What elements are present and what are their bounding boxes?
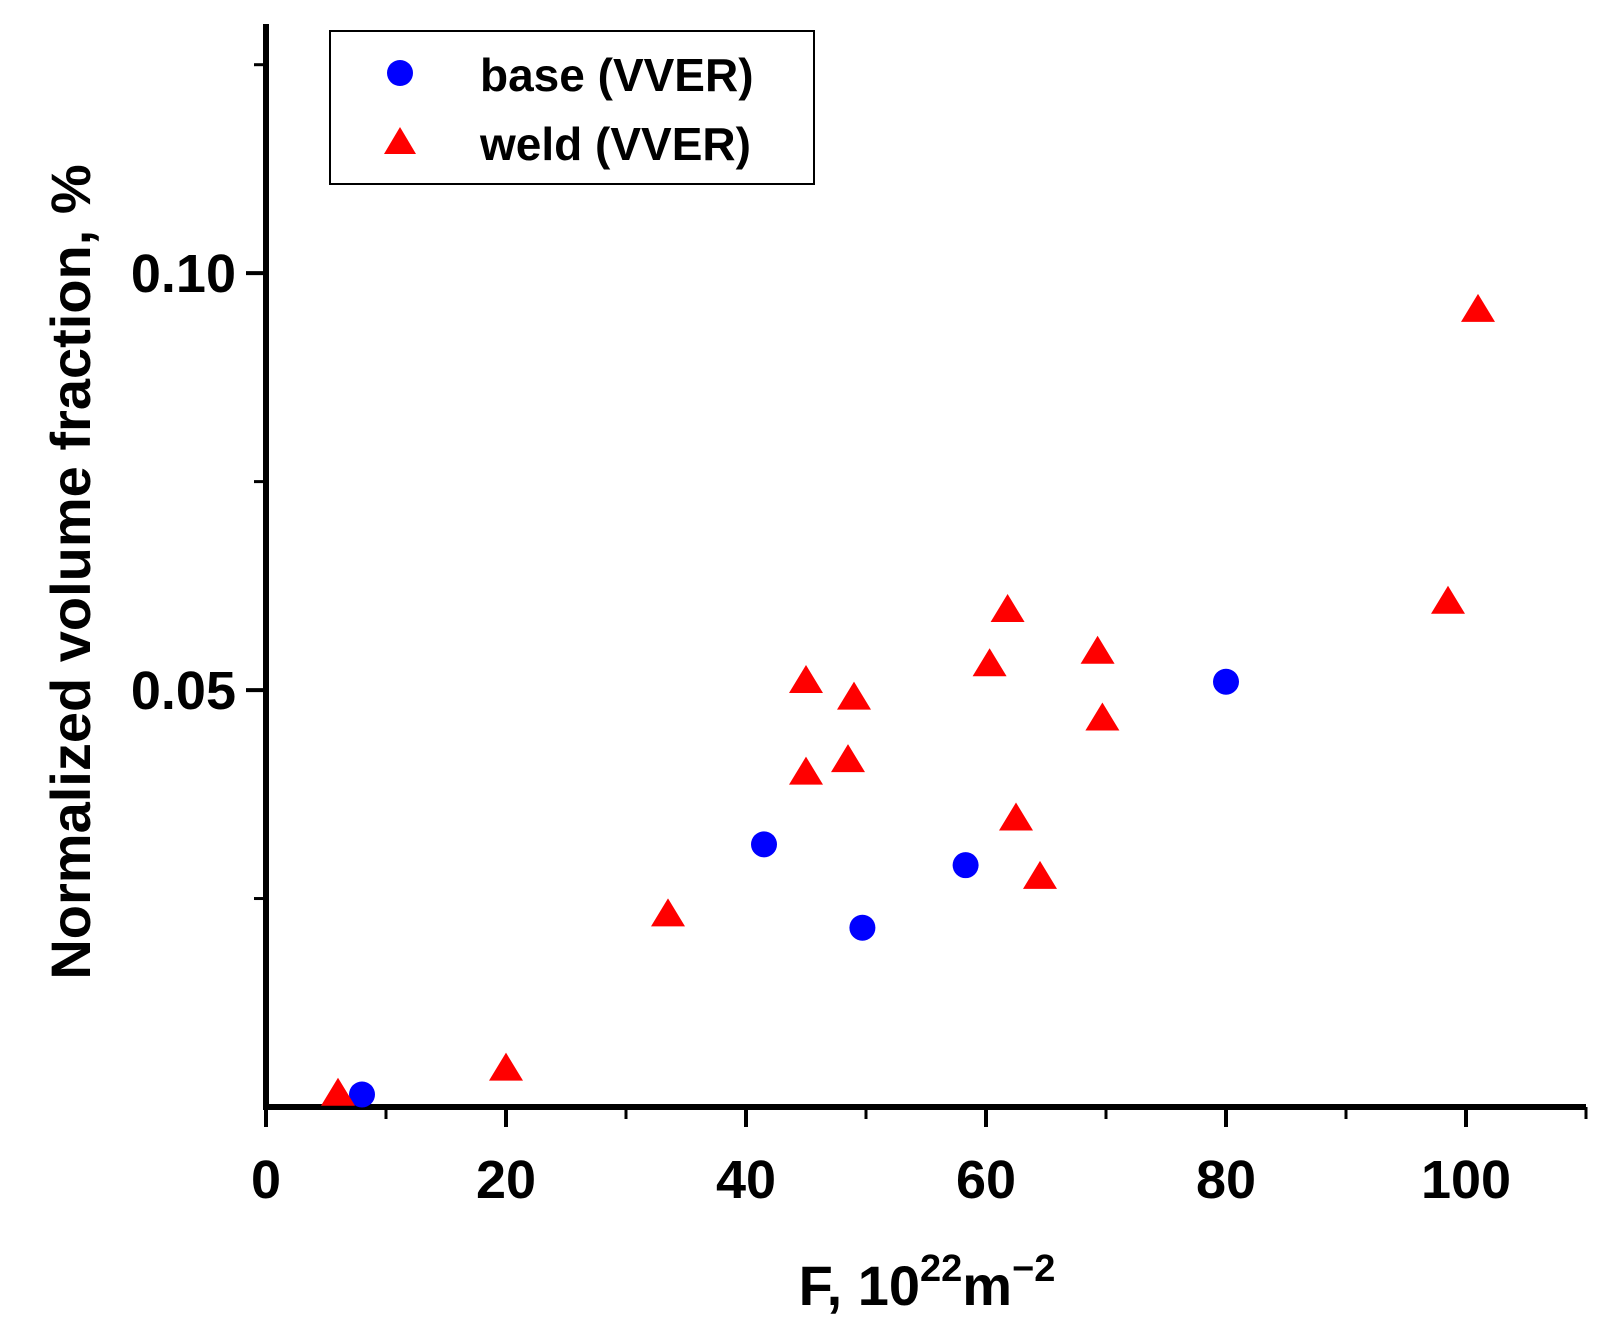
weld-data-point bbox=[1431, 585, 1465, 614]
weld-data-point bbox=[789, 756, 823, 785]
weld-data-point bbox=[831, 744, 865, 773]
weld-data-point bbox=[972, 648, 1007, 677]
axis-tick-labels: 0 20 40 60 80 100 0.05 0.10 bbox=[131, 244, 1511, 1210]
weld-data-point bbox=[789, 664, 823, 693]
x-tick-label: 80 bbox=[1196, 1150, 1256, 1210]
y-tick-label: 0.05 bbox=[131, 661, 236, 721]
legend-label-weld: weld (VVER) bbox=[479, 118, 751, 170]
weld-data-point bbox=[990, 594, 1025, 623]
x-tick-label: 0 bbox=[251, 1150, 281, 1210]
x-tick-label: 20 bbox=[476, 1150, 536, 1210]
legend-marker-base bbox=[387, 60, 413, 86]
legend: base (VVER) weld (VVER) bbox=[329, 30, 815, 185]
x-axis-title: F, 1022m−2 bbox=[799, 1248, 1056, 1317]
y-tick-label: 0.10 bbox=[131, 244, 236, 304]
base-data-point bbox=[349, 1081, 375, 1108]
weld-data-point bbox=[1461, 293, 1495, 322]
weld-data-point bbox=[1085, 702, 1120, 731]
weld-data-point bbox=[999, 802, 1033, 831]
weld-data-point bbox=[1080, 635, 1115, 664]
base-data-point bbox=[1213, 668, 1239, 695]
base-data-point bbox=[952, 852, 979, 879]
legend-marker-weld bbox=[384, 127, 416, 154]
data-points bbox=[321, 293, 1495, 1108]
axis-ticks bbox=[246, 63, 1588, 1127]
y-axis-title: Normalized volume fraction, % bbox=[39, 164, 102, 979]
base-data-point bbox=[751, 831, 777, 858]
weld-data-point bbox=[489, 1052, 523, 1081]
legend-box bbox=[329, 30, 815, 185]
x-tick-label: 60 bbox=[956, 1150, 1016, 1210]
weld-data-point bbox=[1023, 860, 1057, 889]
x-tick-label: 100 bbox=[1421, 1150, 1511, 1210]
weld-data-point bbox=[837, 681, 871, 710]
base-data-point bbox=[849, 914, 876, 941]
x-tick-label: 40 bbox=[716, 1150, 776, 1210]
weld-data-point bbox=[651, 898, 685, 927]
weld-data-point bbox=[321, 1077, 355, 1106]
legend-label-base: base (VVER) bbox=[480, 49, 754, 101]
